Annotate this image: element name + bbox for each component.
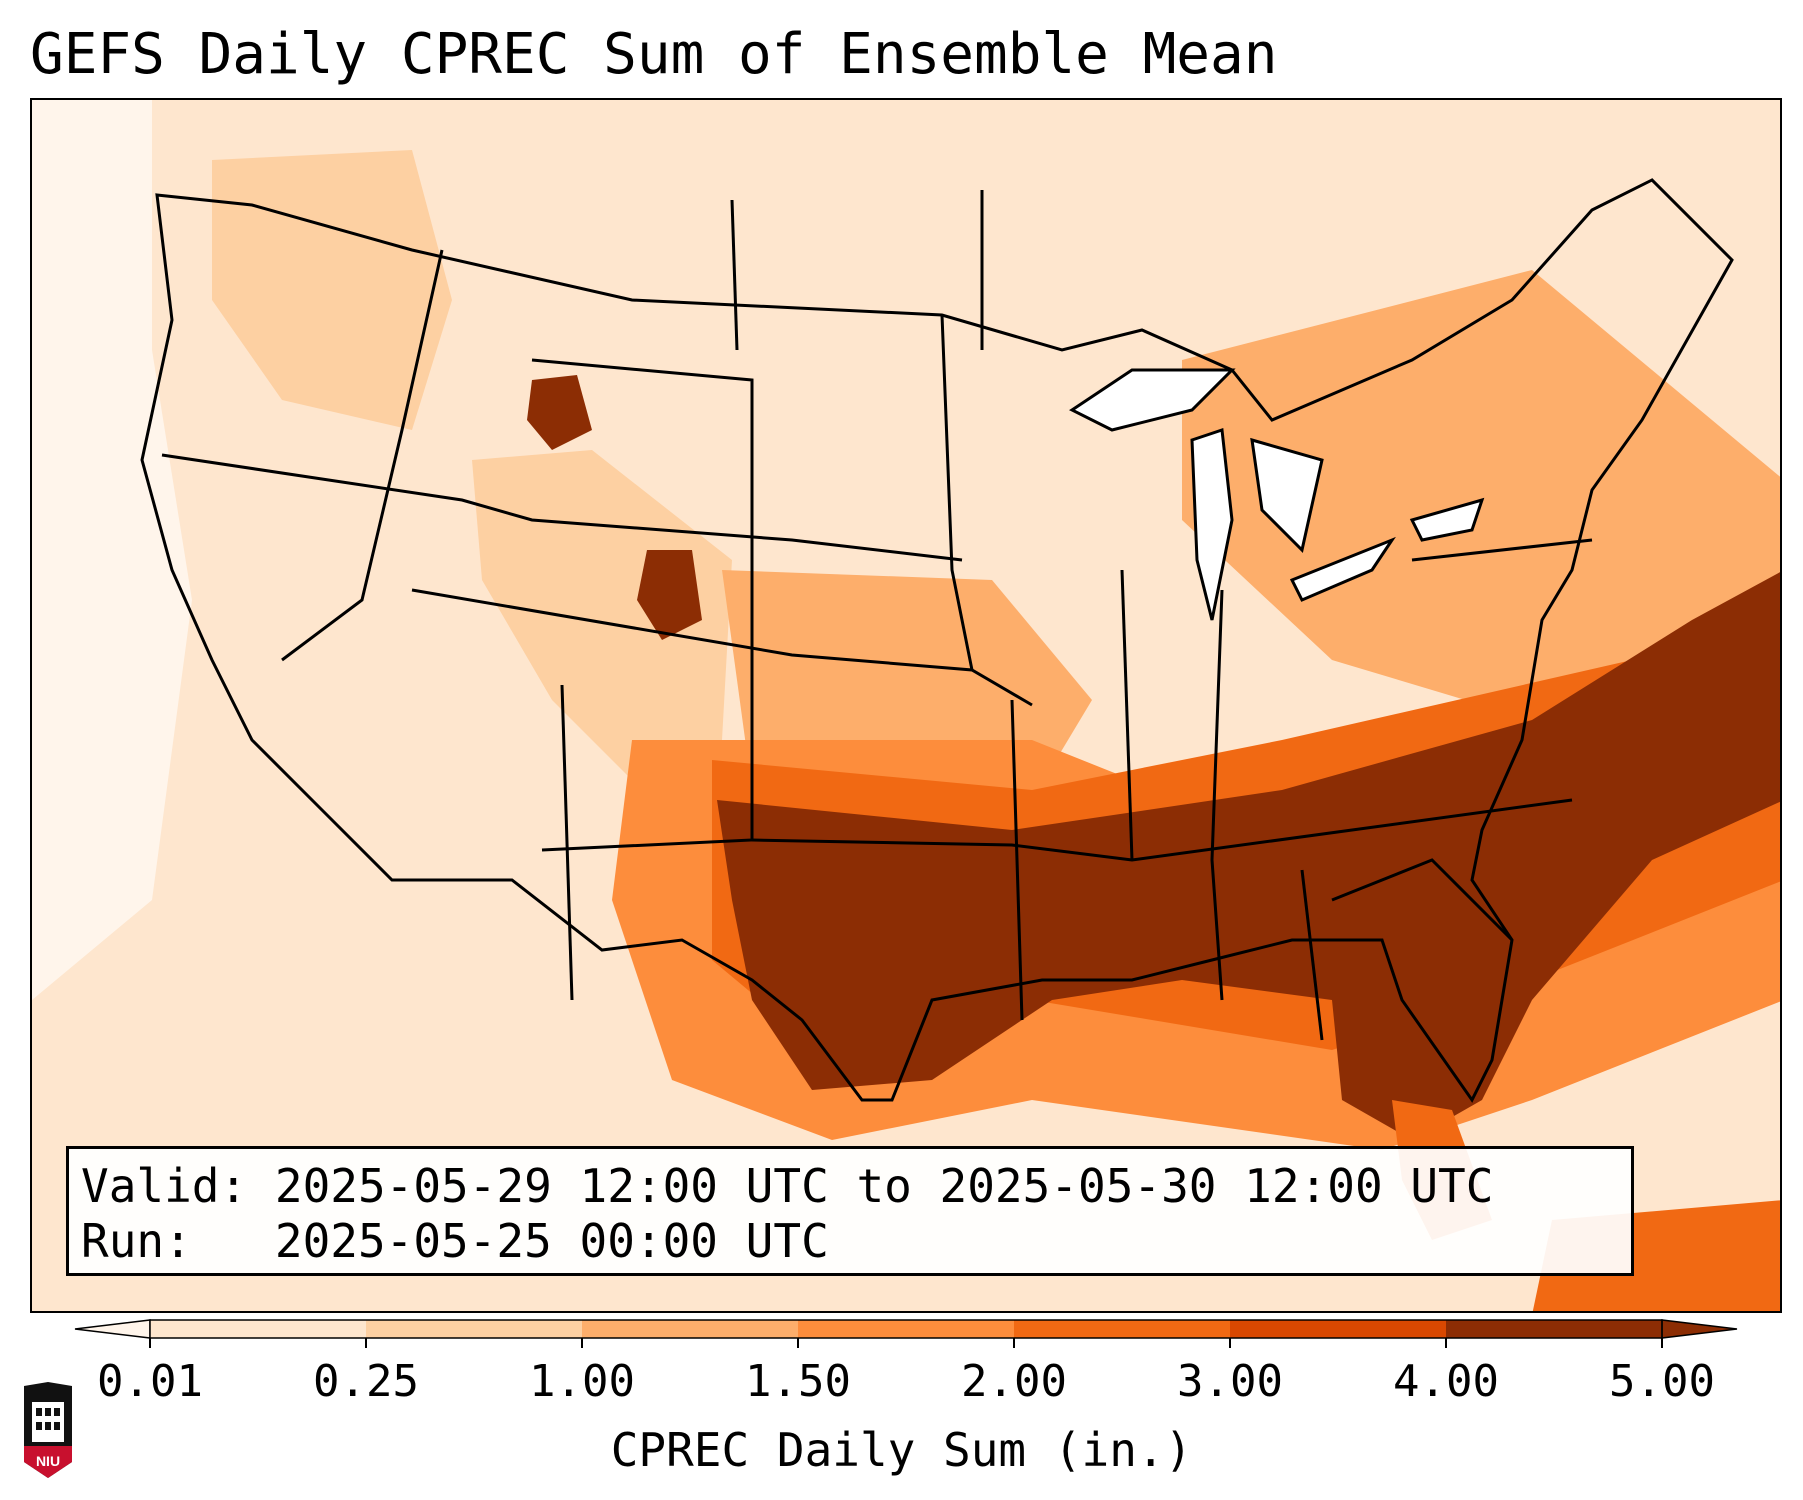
lake-huron [1250,437,1324,553]
state-line [1411,538,1593,562]
colorbar-segments [74,1319,1738,1339]
colorbar-tick-label: 3.00 [1177,1356,1283,1407]
colorbar-tick-label: 0.25 [313,1356,419,1407]
colorbar-title: CPREC Daily Sum (in.) [610,1423,1193,1477]
lake-ontario [1409,497,1485,542]
state-borders [140,178,1734,1103]
map-panel[interactable] [30,98,1782,1313]
colorbar-tick-label: 5.00 [1609,1356,1715,1407]
precip-region-northwest [212,150,452,430]
colorbar-tick-label: 1.50 [745,1356,851,1407]
colorbar-tick-label: 1.00 [529,1356,635,1407]
niu-logo-icon: NIU [24,1382,72,1478]
colorbar: 0.01 0.25 1.00 1.50 2.00 3.00 4.00 5.00 [74,1319,1738,1407]
colorbar-segment [582,1320,799,1338]
state-line [751,798,1573,862]
precip-region-wyoming-max [527,375,592,450]
precip-region-rockies [472,450,732,780]
colorbar-ticks: 0.01 0.25 1.00 1.50 2.00 3.00 4.00 5.00 [97,1338,1715,1407]
run-value: 2025-05-25 00:00 UTC [274,1214,829,1268]
state-line [730,199,739,351]
precip-region-colorado-max [637,550,702,640]
colorbar-segment [150,1320,367,1338]
colorbar-tick-label: 2.00 [961,1356,1067,1407]
state-line [1300,869,1324,1041]
logo-text: NIU [36,1453,60,1469]
precip-fields [32,100,1780,1311]
colorbar-tick-label: 0.01 [97,1356,203,1407]
colorbar-segment [1014,1320,1231,1338]
valid-run-box: Valid: 2025-05-29 12:00 UTC to 2025-05-3… [66,1146,1634,1276]
colorbar-tick-label: 4.00 [1393,1356,1499,1407]
state-line [940,314,974,671]
state-line [1120,569,1134,861]
state-line [560,684,574,1001]
map-title: GEFS Daily CPREC Sum of Ensemble Mean [30,22,1278,87]
valid-label: Valid: [81,1159,248,1213]
colorbar-extend-max [1661,1319,1738,1339]
state-line [531,358,754,645]
lake-superior [1069,368,1236,432]
lake-erie [1289,536,1396,602]
colorbar-segment [1446,1320,1663,1338]
valid-value: 2025-05-29 12:00 UTC to 2025-05-30 12:00… [274,1159,1494,1213]
state-line [1010,699,1024,1021]
conus-outline [140,178,1734,1103]
lake-michigan [1190,427,1234,621]
precip-region-southeast-core [717,572,1780,1140]
colorbar-segment [366,1320,583,1338]
colorbar-segment [798,1320,1015,1338]
great-lakes [1069,368,1485,621]
state-line [1331,858,1514,942]
state-line [411,588,1033,707]
state-line [281,249,444,662]
colorbar-border [149,1319,1663,1339]
run-label: Run: [81,1214,192,1268]
colorbar-extend-min [74,1319,151,1339]
state-line [1210,589,1224,1001]
colorbar-segment [1230,1320,1447,1338]
precip-map [32,100,1780,1311]
state-line [161,453,963,562]
